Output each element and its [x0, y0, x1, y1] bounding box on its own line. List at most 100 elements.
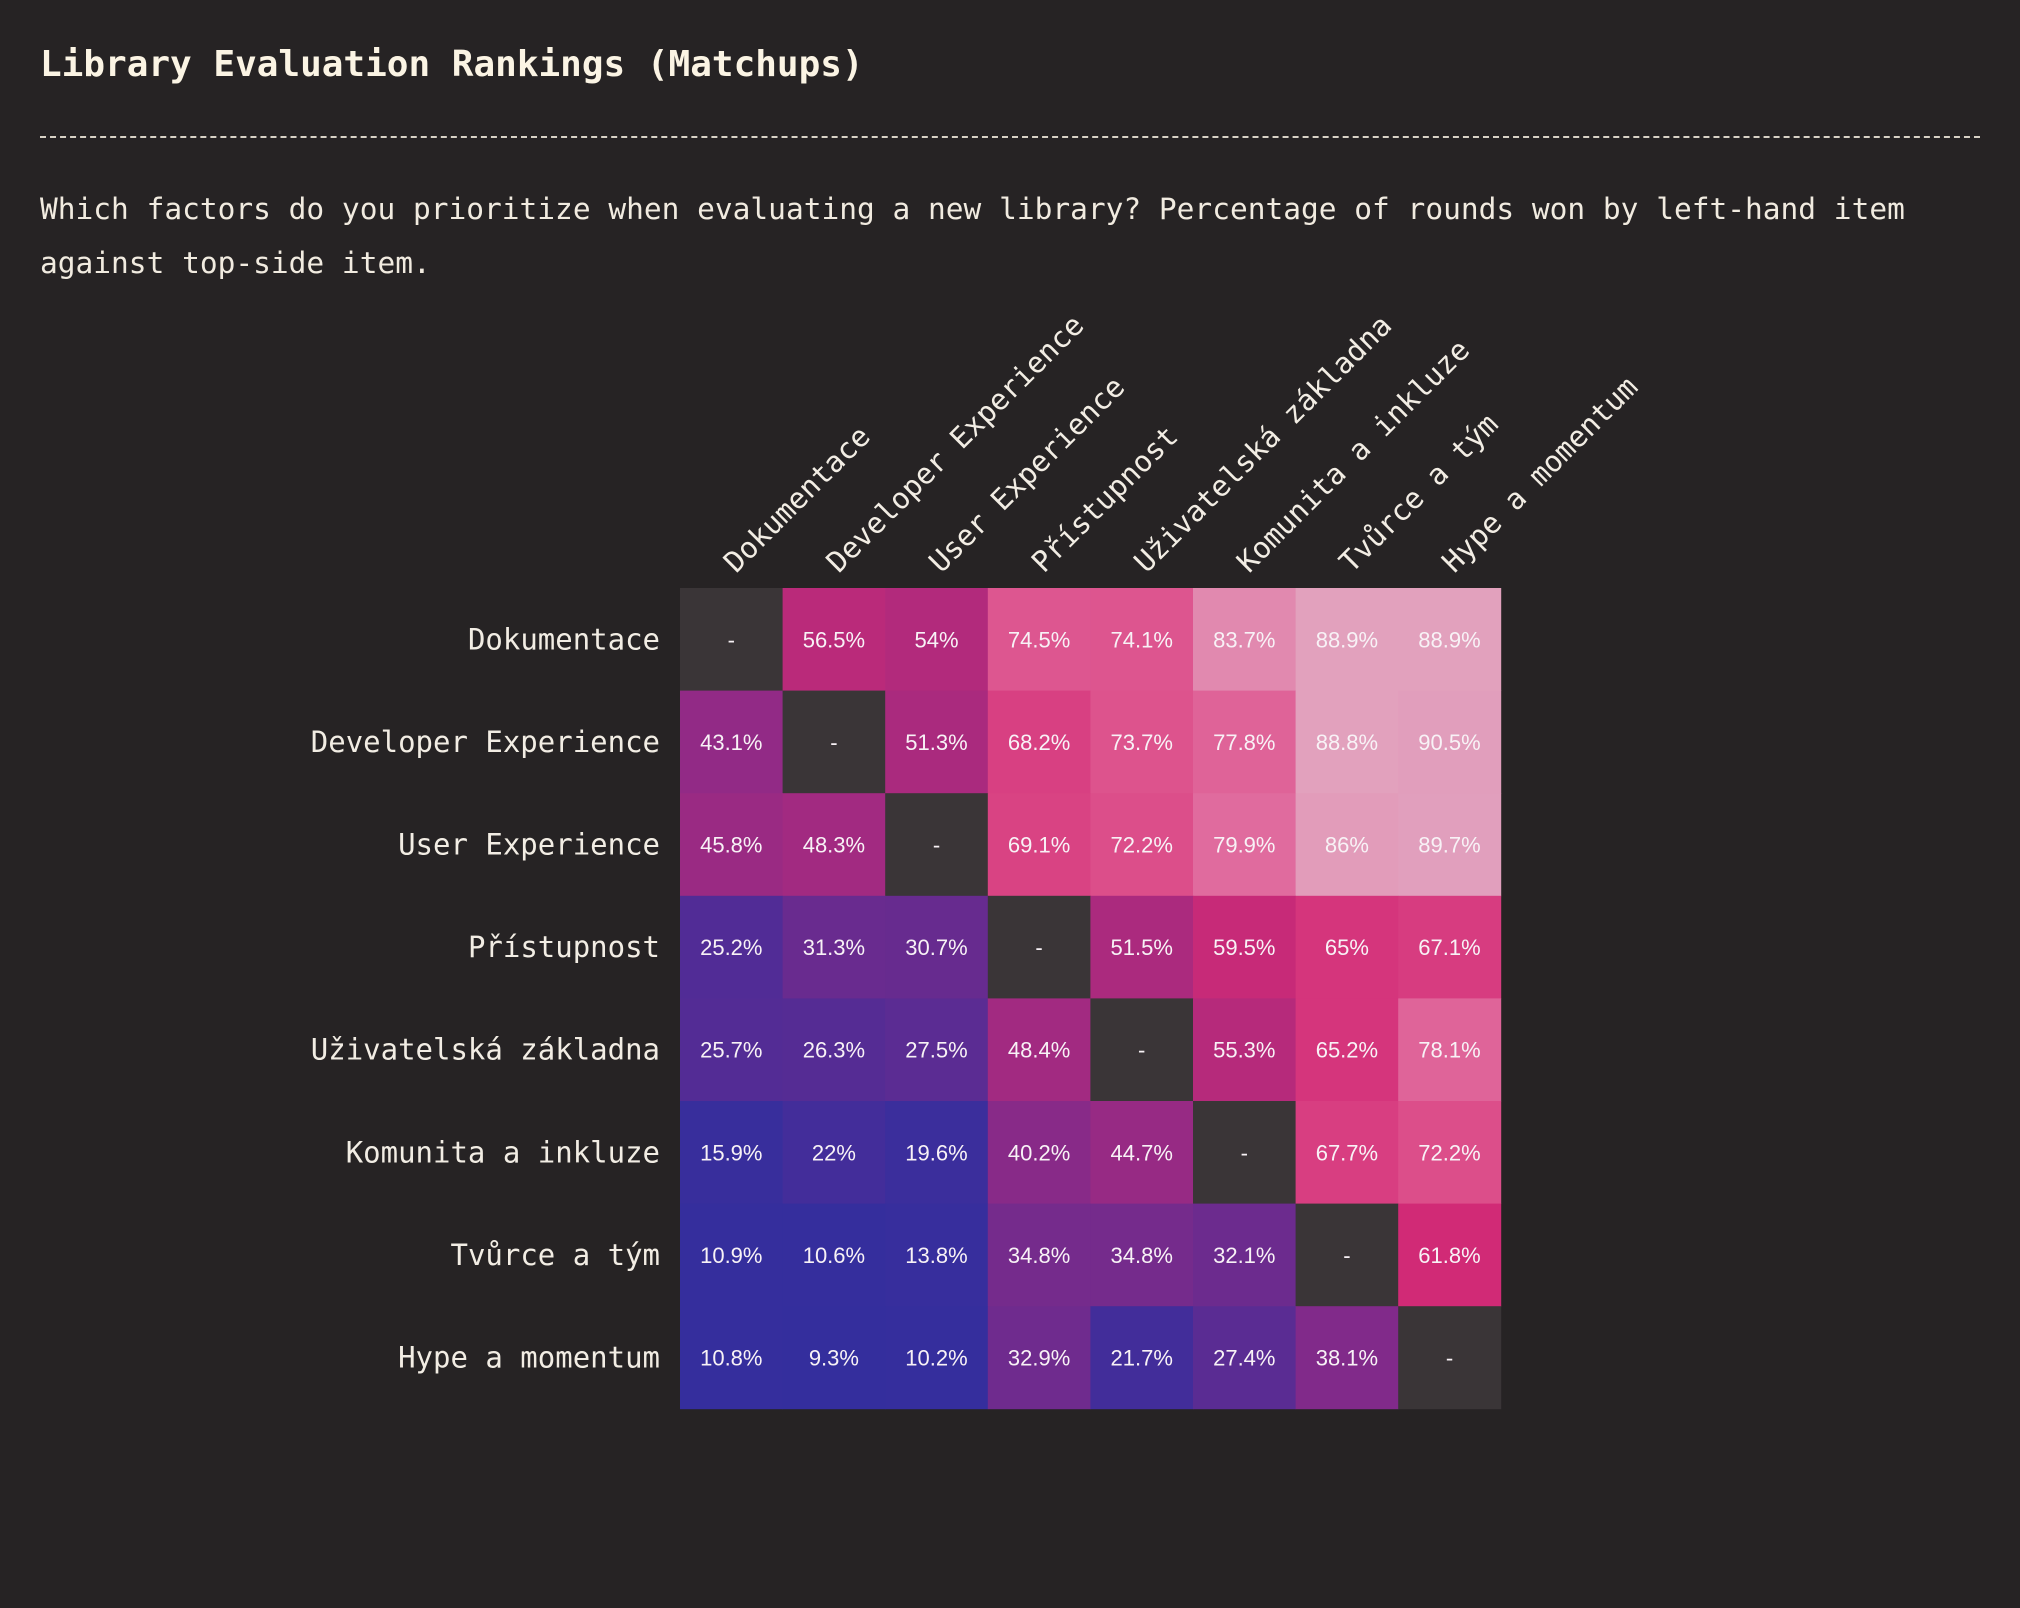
heatmap-cell [1398, 895, 1502, 999]
cell-value-label: 10.6% [803, 1243, 865, 1268]
heatmap-cell [1295, 690, 1399, 794]
cell-value-label: - [1035, 935, 1042, 960]
cell-value-label: 44.7% [1111, 1140, 1173, 1165]
cell-value-label: 90.5% [1418, 730, 1480, 755]
cell-value-label: 79.9% [1213, 833, 1275, 858]
cell-value-label: 15.9% [700, 1140, 762, 1165]
cell-value-label: 65.2% [1316, 1038, 1378, 1063]
cell-value-label: 54% [914, 627, 958, 652]
cell-value-label: 55.3% [1213, 1038, 1275, 1063]
heatmap-cell [1295, 998, 1399, 1102]
cell-value-label: 51.3% [905, 730, 967, 755]
heatmap-cell [680, 793, 783, 897]
heatmap-cell [680, 1101, 783, 1204]
cell-value-label: 72.2% [1111, 833, 1173, 858]
heatmap-cell [1090, 895, 1194, 999]
heatmap-cell [1295, 793, 1399, 897]
heatmap-cell [1193, 895, 1296, 999]
cell-value-label: - [933, 833, 940, 858]
heatmap-cell [1398, 1101, 1502, 1204]
heatmap-cell [1090, 1203, 1194, 1307]
heatmap-cell [987, 588, 1091, 691]
heatmap-cell [1193, 690, 1296, 794]
heatmap-cell [1193, 1306, 1296, 1410]
heatmap-cell [1193, 793, 1296, 897]
cell-value-label: 65% [1325, 935, 1369, 960]
cell-value-label: 40.2% [1008, 1140, 1070, 1165]
cell-value-label: 21.7% [1111, 1346, 1173, 1371]
cell-value-label: 86% [1325, 833, 1369, 858]
cell-value-label: 69.1% [1008, 833, 1070, 858]
cell-value-label: 30.7% [905, 935, 967, 960]
cell-value-label: 34.8% [1111, 1243, 1173, 1268]
column-label: User Experience [922, 370, 1131, 579]
cell-value-label: 88.9% [1418, 627, 1480, 652]
cell-value-label: - [1138, 1038, 1145, 1063]
heatmap-cell [1090, 1101, 1194, 1204]
heatmap-cell [885, 588, 989, 691]
cell-value-label: 78.1% [1418, 1038, 1480, 1063]
row-label: User Experience [398, 828, 660, 862]
heatmap-cell [1398, 793, 1502, 897]
cell-value-label: - [728, 627, 735, 652]
heatmap-cell [782, 588, 886, 691]
heatmap-cell [782, 1203, 886, 1307]
cell-value-label: - [1343, 1243, 1350, 1268]
heatmap-cell [1398, 1306, 1502, 1410]
heatmap-cell [1193, 588, 1296, 691]
cell-value-label: 10.8% [700, 1346, 762, 1371]
heatmap-cell [782, 1306, 886, 1410]
cell-value-label: 59.5% [1213, 935, 1275, 960]
heatmap-cell [782, 793, 886, 897]
heatmap-cell [1090, 588, 1194, 691]
heatmap-cell [1398, 690, 1502, 794]
cell-value-label: 89.7% [1418, 833, 1480, 858]
heatmap-cell [1295, 1306, 1399, 1410]
cell-value-label: 31.3% [803, 935, 865, 960]
cell-value-label: 27.4% [1213, 1346, 1275, 1371]
cell-value-label: 43.1% [700, 730, 762, 755]
heatmap-cell [987, 793, 1091, 897]
title-divider [40, 136, 1980, 138]
heatmap-cell [1090, 1306, 1194, 1410]
heatmap-cell [782, 895, 886, 999]
heatmap-cell [1090, 998, 1194, 1102]
heatmap-cell [885, 895, 989, 999]
cell-value-label: 61.8% [1418, 1243, 1480, 1268]
heatmap-cell [1193, 1203, 1296, 1307]
heatmap-cell [987, 1306, 1091, 1410]
heatmap-cell [885, 690, 989, 794]
cell-value-label: 74.1% [1111, 627, 1173, 652]
cell-value-label: 48.4% [1008, 1038, 1070, 1063]
heatmap-cell [987, 998, 1091, 1102]
cell-value-label: 13.8% [905, 1243, 967, 1268]
cell-value-label: 88.8% [1316, 730, 1378, 755]
cell-value-label: 83.7% [1213, 627, 1275, 652]
cell-value-label: 77.8% [1213, 730, 1275, 755]
cell-value-label: 27.5% [905, 1038, 967, 1063]
heatmap-cell [1398, 588, 1502, 691]
heatmap-cell [1090, 793, 1194, 897]
cell-value-label: 25.2% [700, 935, 762, 960]
cell-value-label: 51.5% [1111, 935, 1173, 960]
cell-value-label: 48.3% [803, 833, 865, 858]
cell-value-label: 34.8% [1008, 1243, 1070, 1268]
column-label: Hype a momentum [1435, 370, 1644, 579]
cell-value-label: 67.7% [1316, 1140, 1378, 1165]
heatmap-cell [1295, 1101, 1399, 1204]
heatmap-cell [1193, 998, 1296, 1102]
row-label: Uživatelská základna [311, 1033, 660, 1067]
heatmap-cell [987, 1101, 1091, 1204]
cell-value-label: 32.9% [1008, 1346, 1070, 1371]
heatmap-cell [680, 1306, 783, 1410]
cell-value-label: 25.7% [700, 1038, 762, 1063]
heatmap-cell [1090, 690, 1194, 794]
cell-value-label: 56.5% [803, 627, 865, 652]
chart-subtitle: Which factors do you prioritize when eva… [40, 192, 1905, 280]
cell-value-label: 22% [812, 1140, 856, 1165]
cell-value-label: 26.3% [803, 1038, 865, 1063]
cell-value-label: 88.9% [1316, 627, 1378, 652]
row-label: Komunita a inkluze [346, 1135, 660, 1169]
cell-value-label: 74.5% [1008, 627, 1070, 652]
